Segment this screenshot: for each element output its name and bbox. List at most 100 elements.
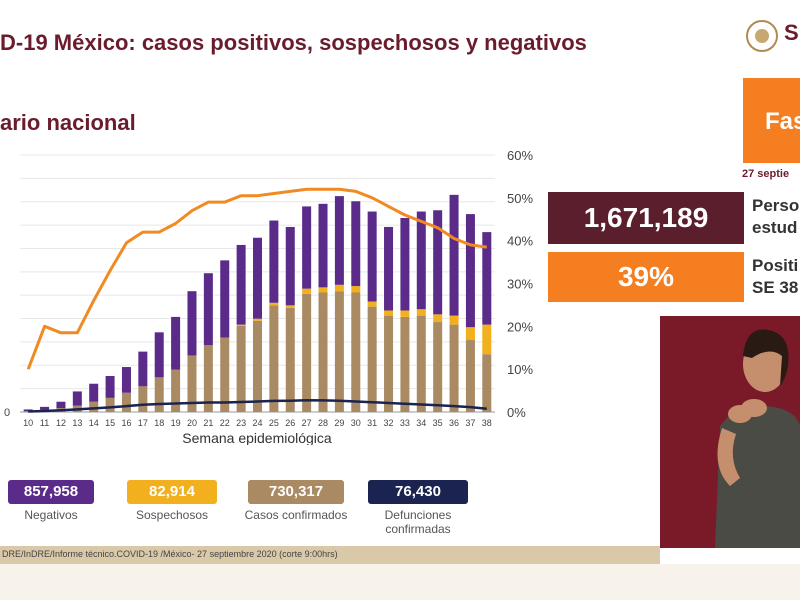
bar-negativos [171, 316, 181, 370]
chart-subtitle: ario nacional [0, 110, 136, 135]
bar-casos-confirmados [187, 355, 197, 412]
x-tick-label: 23 [236, 418, 246, 428]
bar-casos-confirmados [384, 315, 394, 412]
bar-sospechosos [236, 324, 246, 326]
line-defunciones [28, 398, 487, 413]
right-tick-label: 20% [507, 319, 533, 334]
x-tick-label: 14 [89, 418, 99, 428]
bar-casos-confirmados [220, 337, 230, 412]
bar-sospechosos [285, 305, 295, 308]
fase-date: 27 septie [742, 168, 790, 180]
x-tick-label: 17 [138, 418, 148, 428]
bar-casos-confirmados [154, 377, 164, 412]
bar-sospechosos [449, 315, 459, 325]
x-tick-label: 27 [302, 418, 312, 428]
bar-casos-confirmados [203, 345, 213, 412]
bar-casos-confirmados [121, 392, 131, 412]
x-tick-label: 20 [187, 418, 197, 428]
x-tick-label: 32 [384, 418, 394, 428]
bar-casos-confirmados [318, 292, 328, 412]
bar-casos-confirmados [285, 307, 295, 412]
bottom-band [0, 564, 800, 600]
x-tick-label: 16 [121, 418, 131, 428]
lines-group [26, 187, 487, 413]
logo-text: S [784, 20, 799, 45]
bar-casos-confirmados [89, 401, 99, 412]
x-tick-label: 22 [220, 418, 230, 428]
bar-negativos [334, 196, 344, 285]
source-footer: DRE/InDRE/Informe técnico.COVID-19 /Méxi… [0, 546, 660, 564]
legend-label: Sospechosos [135, 508, 209, 522]
line-positividad [26, 187, 487, 370]
bar-casos-confirmados [334, 291, 344, 412]
bar-sospechosos [252, 318, 263, 321]
bar-negativos [72, 391, 82, 406]
bar-casos-confirmados [449, 324, 459, 412]
personas-label-1: Perso [752, 196, 800, 215]
right-tick-label: 60% [507, 148, 533, 163]
bar-negativos [416, 211, 426, 310]
bar-casos-confirmados [482, 354, 492, 412]
bar-sospechosos [416, 309, 426, 316]
bar-casos-confirmados [351, 292, 361, 412]
bar-negativos [351, 201, 361, 287]
personas-value: 1,671,189 [548, 192, 744, 244]
bar-negativos [220, 260, 230, 338]
x-tick-label: 35 [433, 418, 443, 428]
bar-negativos [121, 367, 131, 393]
x-tick-label: 26 [285, 418, 295, 428]
x-tick-label: 24 [252, 418, 262, 428]
page-title: D-19 México: casos positivos, sospechoso… [0, 30, 587, 55]
bar-casos-confirmados [269, 305, 279, 412]
bar-negativos [384, 226, 394, 311]
bar-negativos [285, 226, 295, 306]
bar-negativos [400, 217, 410, 311]
bar-sospechosos [367, 301, 377, 307]
x-tick-label: 13 [72, 418, 82, 428]
x-tick-label: 33 [400, 418, 410, 428]
source-text: DRE/InDRE/Informe técnico.COVID-19 /Méxi… [2, 549, 338, 559]
bar-sospechosos [465, 327, 475, 341]
right-axis-ticks: 0% 10% 20% 30% 40% 50% 60% [507, 148, 533, 420]
bar-negativos [236, 244, 246, 325]
x-tick-label: 10 [23, 418, 33, 428]
legend-value: 76,430 [368, 480, 468, 504]
bar-casos-confirmados [433, 322, 443, 412]
bar-negativos [138, 351, 148, 387]
bar-casos-confirmados [105, 397, 115, 412]
legend-value: 82,914 [127, 480, 217, 504]
right-tick-label: 10% [507, 362, 533, 377]
bar-negativos [89, 383, 99, 402]
x-tick-label: 25 [269, 418, 279, 428]
combo-chart: 0 0%10%20%30%40%50%60% 10 11 12 13 14 15 16 17 1… [4, 148, 533, 445]
bar-negativos [482, 232, 492, 325]
bar-casos-confirmados [302, 293, 312, 412]
legend-value: 730,317 [248, 480, 344, 504]
bar-casos-confirmados [367, 306, 377, 412]
interpreter-figure [715, 329, 800, 548]
fase-badge: Fas [743, 78, 800, 163]
bar-negativos [269, 220, 279, 303]
x-tick-label: 11 [40, 418, 49, 428]
bar-negativos [154, 332, 164, 378]
bar-casos-confirmados [236, 325, 246, 412]
bar-sospechosos [334, 284, 344, 292]
personas-label-2: estud [752, 218, 798, 237]
bar-negativos [318, 203, 328, 288]
legend-value: 857,958 [8, 480, 94, 504]
bar-casos-confirmados [138, 386, 148, 412]
x-tick-label: 29 [334, 418, 344, 428]
bar-casos-confirmados [23, 411, 33, 412]
x-tick-label: 15 [105, 418, 115, 428]
bar-negativos [252, 237, 263, 319]
left-axis-ticks: 0 [4, 407, 10, 419]
bar-negativos [465, 214, 475, 328]
left-tick-label: 0 [4, 407, 10, 419]
x-tick-label: 21 [203, 418, 213, 428]
bar-negativos [40, 406, 50, 410]
bars-group [23, 194, 492, 412]
right-tick-label: 30% [507, 277, 533, 292]
bar-sospechosos [318, 287, 328, 293]
bar-casos-confirmados [252, 320, 263, 412]
x-tick-label: 31 [367, 418, 377, 428]
